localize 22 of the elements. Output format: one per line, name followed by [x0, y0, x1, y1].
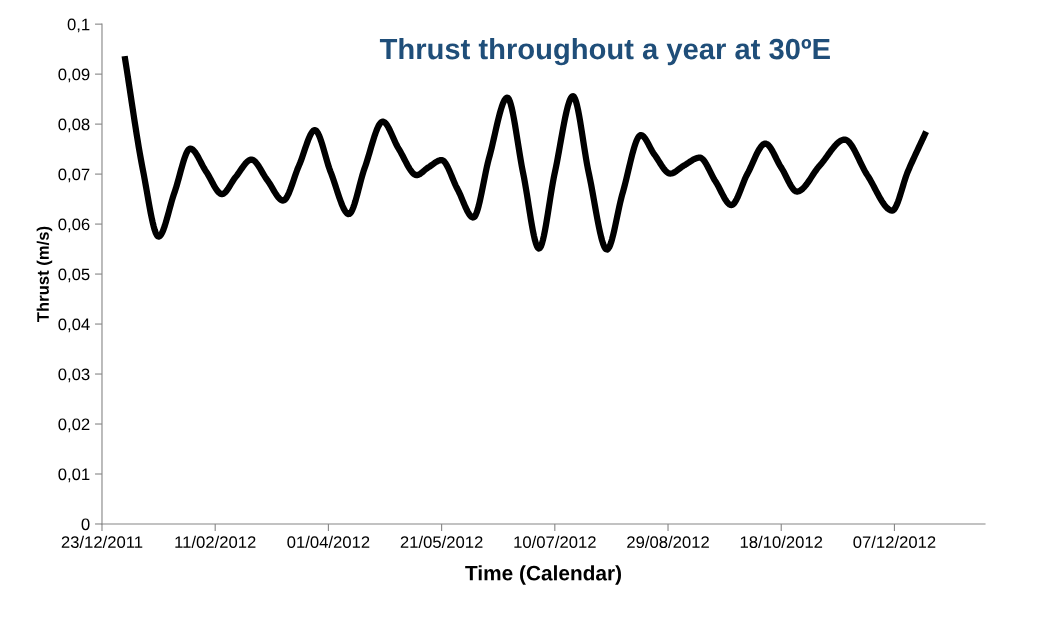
x-tick-label: 23/12/2011: [61, 535, 143, 549]
y-tick-label: 0,09: [58, 68, 90, 83]
y-tick-label: 0,01: [58, 468, 90, 483]
y-tick-label: 0: [81, 518, 90, 531]
x-tick-label: 07/12/2012: [853, 535, 936, 549]
x-tick-label: 10/07/2012: [514, 535, 596, 549]
y-tick-label: 0,08: [58, 118, 90, 133]
y-axis-title: Thrust (m/s): [36, 226, 53, 323]
y-tick-label: 0,07: [58, 168, 90, 183]
y-tick-label: 0,06: [58, 218, 90, 233]
x-tick-label: 21/05/2012: [400, 535, 483, 549]
x-tick-label: 11/02/2012: [175, 535, 256, 549]
y-tick-label: 0,03: [58, 368, 90, 383]
y-tick-label: 0,04: [58, 318, 90, 333]
y-tick-label: 0,02: [58, 418, 90, 433]
y-tick-label: 0,05: [58, 268, 90, 283]
x-tick-label: 29/08/2012: [627, 535, 709, 549]
y-tick-label: 0,1: [67, 18, 90, 33]
x-tick-label: 18/10/2012: [740, 535, 823, 549]
x-axis-title: Time (Calendar): [465, 565, 621, 585]
x-tick-label: 01/04/2012: [287, 535, 370, 549]
chart-title: Thrust throughout a year at 30ºE: [379, 37, 830, 66]
